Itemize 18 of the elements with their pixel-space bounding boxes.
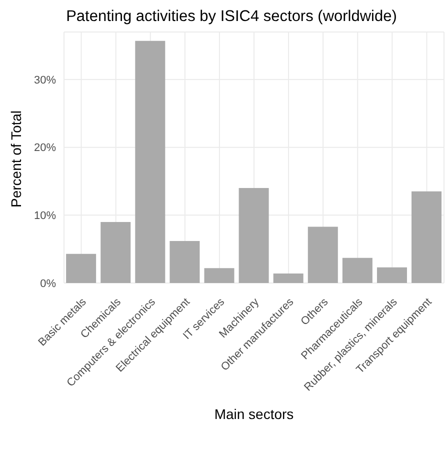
- y-tick-label: 30%: [34, 74, 56, 86]
- bar: [204, 268, 234, 283]
- y-tick-label: 20%: [34, 142, 56, 154]
- bar: [100, 222, 131, 283]
- bar: [135, 40, 166, 283]
- bar: [412, 191, 442, 283]
- x-axis-title: Main sectors: [214, 406, 294, 422]
- bar: [66, 254, 96, 283]
- bar: [238, 188, 269, 283]
- bar: [376, 267, 407, 283]
- bar: [170, 240, 200, 283]
- chart-title: Patenting activities by ISIC4 sectors (worldwide): [65, 8, 398, 26]
- y-axis-title: Percent of Total: [8, 110, 24, 208]
- bar: [308, 226, 338, 283]
- y-tick-label: 10%: [34, 210, 56, 222]
- bar: [273, 274, 304, 283]
- y-tick-label: 0%: [40, 278, 56, 290]
- bar: [342, 258, 372, 283]
